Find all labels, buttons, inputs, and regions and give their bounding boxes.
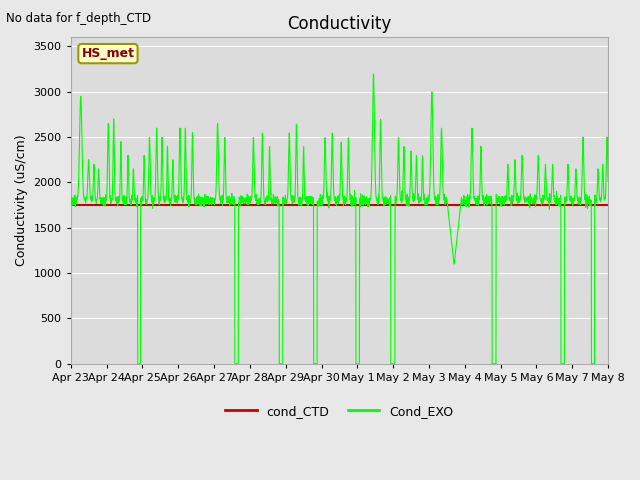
Text: HS_met: HS_met bbox=[81, 47, 134, 60]
Legend: cond_CTD, Cond_EXO: cond_CTD, Cond_EXO bbox=[220, 400, 458, 423]
Title: Conductivity: Conductivity bbox=[287, 15, 392, 33]
Y-axis label: Conductivity (uS/cm): Conductivity (uS/cm) bbox=[15, 135, 28, 266]
Text: No data for f_depth_CTD: No data for f_depth_CTD bbox=[6, 12, 152, 25]
